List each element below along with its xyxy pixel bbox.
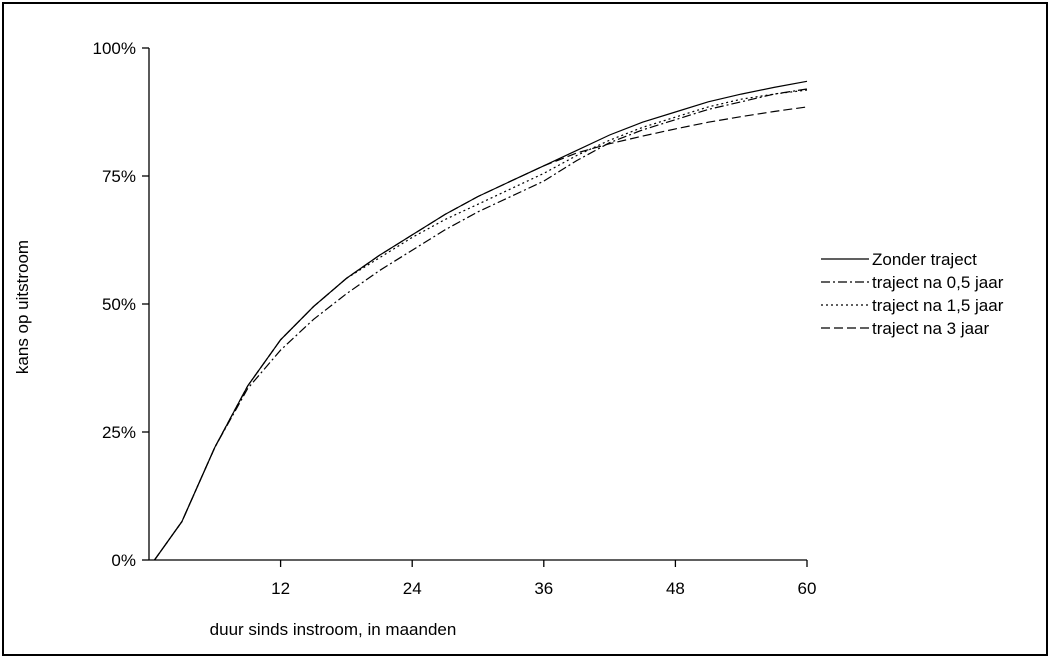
x-tick-label: 60 bbox=[798, 579, 817, 598]
series-lines bbox=[154, 80, 808, 561]
legend-label: Zonder traject bbox=[872, 250, 977, 269]
x-tick-label: 24 bbox=[403, 579, 422, 598]
x-tick-label: 36 bbox=[534, 579, 553, 598]
legend: Zonder traject traject na 0,5 jaar traject… bbox=[821, 250, 1004, 338]
y-tick-label: 0% bbox=[111, 551, 136, 570]
y-axis-label: kans op uitstroom bbox=[13, 240, 32, 374]
x-tick-label: 12 bbox=[271, 579, 290, 598]
axes bbox=[148, 48, 807, 561]
line-chart: 0% 25% 50% 75% 100% 12 24 36 48 60 Zonder traject… bbox=[13, 39, 1004, 639]
legend-label: traject na 1,5 jaar bbox=[872, 296, 1004, 315]
legend-label: traject na 3 jaar bbox=[872, 319, 990, 338]
y-tick-label: 75% bbox=[102, 167, 136, 186]
legend-label: traject na 0,5 jaar bbox=[872, 273, 1004, 292]
y-tick-label: 50% bbox=[102, 295, 136, 314]
series-line-4 bbox=[154, 106, 808, 561]
series-line-2 bbox=[154, 88, 808, 561]
ticks: 0% 25% 50% 75% 100% 12 24 36 48 60 bbox=[93, 39, 817, 598]
series-line-1 bbox=[154, 80, 808, 561]
y-tick-label: 100% bbox=[93, 39, 136, 58]
x-tick-label: 48 bbox=[666, 579, 685, 598]
series-line-3 bbox=[154, 89, 808, 561]
y-tick-label: 25% bbox=[102, 423, 136, 442]
x-axis-label: duur sinds instroom, in maanden bbox=[210, 620, 457, 639]
